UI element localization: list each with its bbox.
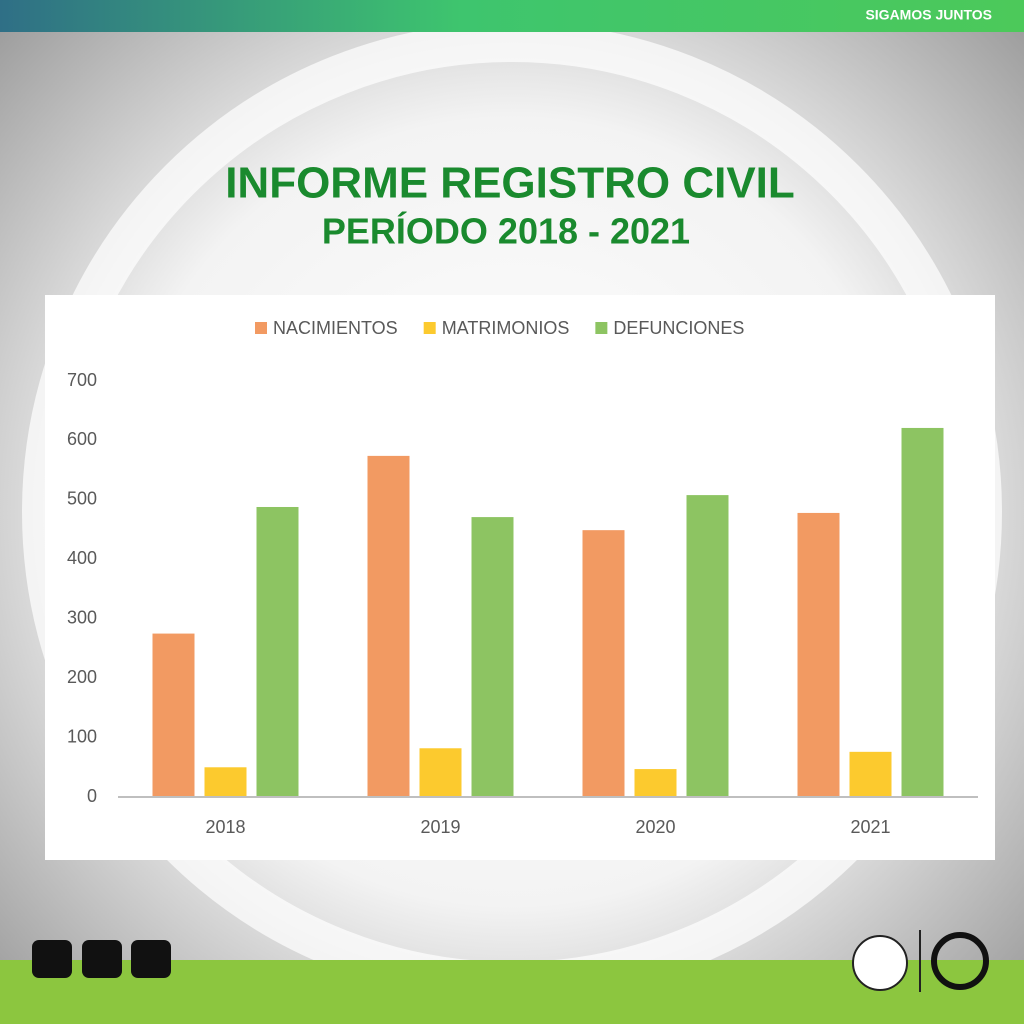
y-tick-label: 600 [67,429,97,449]
twitter-icon[interactable] [131,940,171,978]
legend-label: NACIMIENTOS [273,318,398,338]
top-bar [0,0,1024,32]
y-tick-label: 700 [67,370,97,390]
y-tick-label: 400 [67,548,97,568]
y-tick-label: 0 [87,786,97,806]
y-tick-label: 500 [67,489,97,509]
bar [797,512,840,797]
legend-swatch [595,322,608,334]
legend-label: DEFUNCIONES [613,318,744,338]
bar [367,455,410,797]
bar [471,517,514,797]
brand: SIGAMOS JUNTOS [865,7,992,23]
bar [686,495,729,797]
bar [152,633,195,797]
bar [901,427,944,797]
x-tick-label: 2018 [205,817,245,837]
facebook-icon[interactable] [32,940,72,978]
bar [849,751,892,797]
crest-logo [852,935,908,991]
legend-swatch [423,322,436,334]
instagram-icon[interactable] [82,940,122,978]
x-tick-label: 2019 [420,817,460,837]
bar [582,530,625,797]
legend-label: MATRIMONIOS [442,318,570,338]
ring-logo [931,932,989,990]
legend-swatch [255,322,267,334]
chart-title: INFORME REGISTRO CIVIL [225,159,795,208]
bar [256,506,299,797]
y-tick-label: 300 [67,607,97,627]
chart-subtitle: PERÍODO 2018 - 2021 [322,211,690,252]
x-tick-label: 2020 [635,817,675,837]
social-icons [32,940,171,978]
x-tick-label: 2021 [850,817,890,837]
y-tick-label: 200 [67,667,97,687]
bar [419,748,462,797]
y-tick-label: 100 [67,726,97,746]
bar [634,769,677,797]
bar [204,767,247,797]
